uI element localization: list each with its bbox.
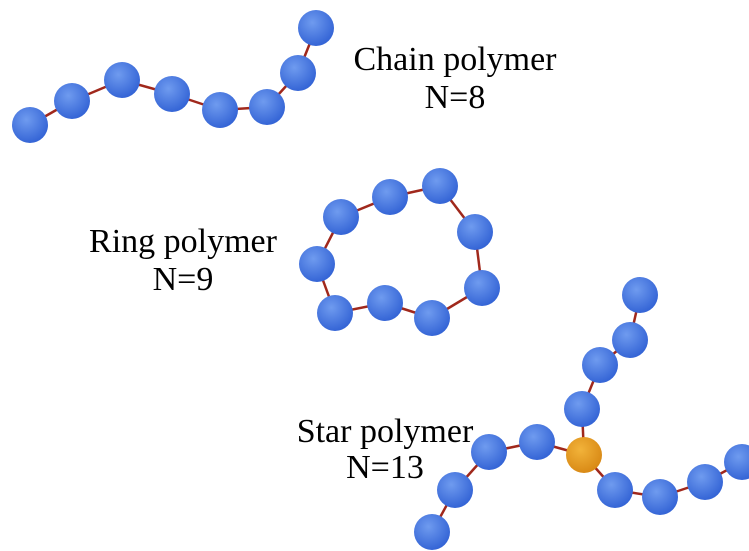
bead [622,277,658,313]
bead [372,179,408,215]
bead [422,168,458,204]
bead [724,444,749,480]
bead [597,472,633,508]
bead [564,391,600,427]
bead [298,10,334,46]
bead [642,479,678,515]
bead [323,199,359,235]
bead [582,347,618,383]
star-count: N=13 [346,449,424,486]
bead [249,89,285,125]
bead [104,62,140,98]
bead [54,83,90,119]
diagram: Chain polymer N=8 Ring polymer N=9 Star … [0,0,749,551]
bead [687,464,723,500]
bead [414,300,450,336]
bead [437,472,473,508]
ring-count: N=9 [153,261,214,298]
bead [202,92,238,128]
bead [317,295,353,331]
bead [464,270,500,306]
bead [299,246,335,282]
bead [367,285,403,321]
bead [457,214,493,250]
bead [154,76,190,112]
star-label: Star polymer [297,413,474,450]
bead [566,437,602,473]
chain-label: Chain polymer [353,41,557,78]
chain-count: N=8 [425,79,486,116]
bead [280,55,316,91]
ring-label: Ring polymer [89,223,278,260]
bead [414,514,450,550]
bead [612,322,648,358]
bead [12,107,48,143]
bead [519,424,555,460]
bead [471,434,507,470]
